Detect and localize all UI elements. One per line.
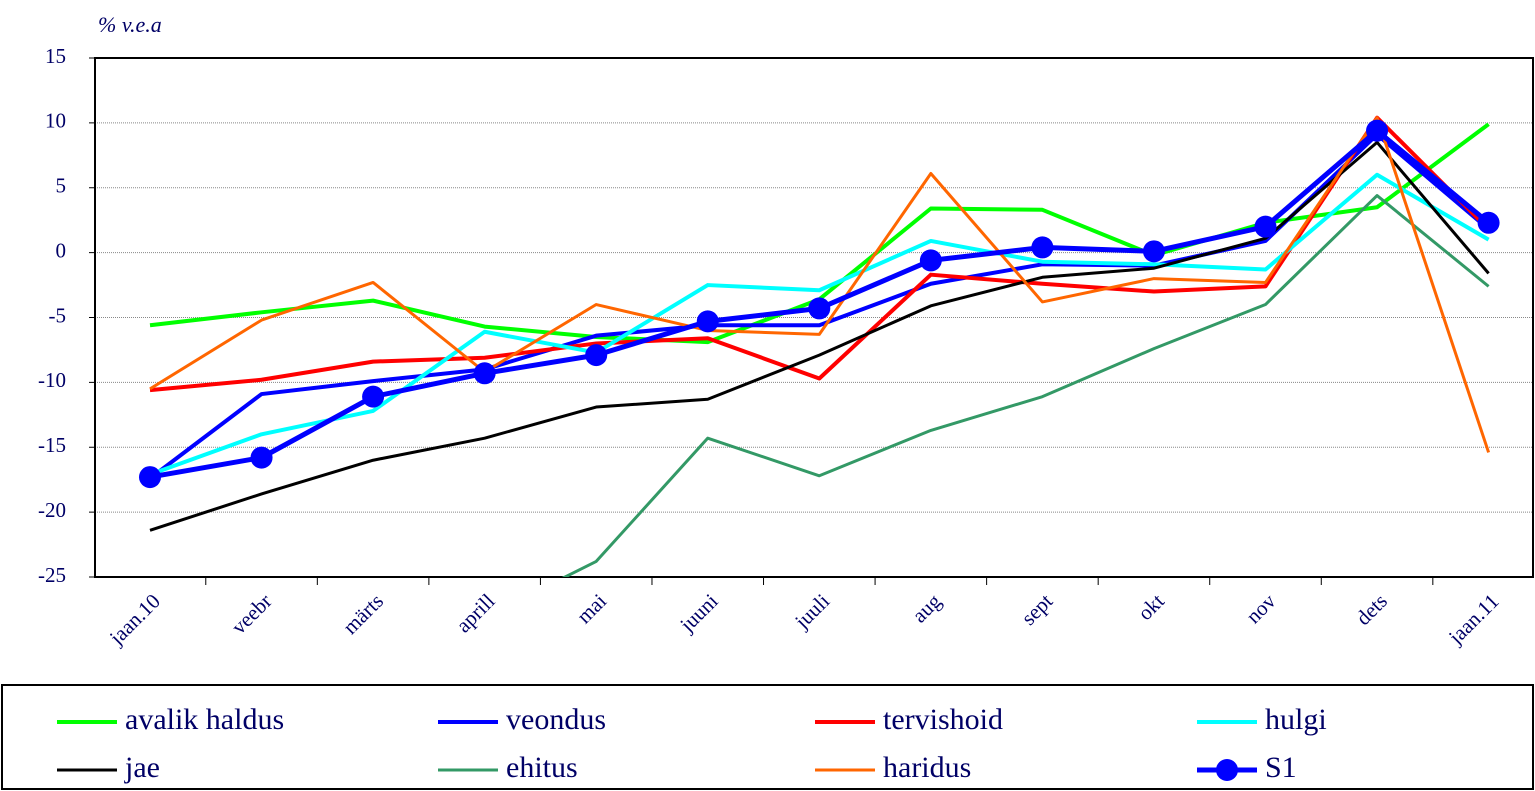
series-line	[149, 116, 1491, 453]
series-marker	[919, 249, 942, 272]
y-tick-label: -25	[38, 563, 66, 587]
x-tick-label: sept	[1016, 589, 1057, 630]
x-tick-label: mai	[572, 589, 611, 628]
x-tick-label: jaan.10	[104, 589, 165, 650]
legend-marker	[1216, 759, 1238, 781]
legend-label: jae	[124, 751, 160, 784]
x-tick-label: aprill	[451, 589, 499, 637]
series-marker	[473, 362, 496, 385]
y-tick-label: 10	[45, 109, 66, 133]
series-line	[148, 132, 1490, 480]
x-tick-label: veebr	[227, 589, 277, 639]
series-marker	[250, 446, 273, 469]
x-tick-label: juuni	[674, 589, 722, 637]
legend-label: haridus	[883, 751, 971, 784]
x-tick-label: jaan.11	[1443, 589, 1503, 649]
legend-label: veondus	[506, 703, 606, 736]
series-marker	[139, 466, 161, 489]
y-tick-label: -20	[38, 498, 66, 522]
y-tick-label: -10	[38, 368, 66, 392]
legend-label: S1	[1265, 751, 1297, 784]
y-axis-label: % v.e.a	[98, 12, 162, 37]
legend-label: tervishoid	[883, 703, 1003, 736]
series-marker	[1366, 119, 1389, 142]
plot-lines	[139, 115, 1500, 577]
x-tick-label: nov	[1241, 589, 1281, 629]
series-marker	[1477, 211, 1500, 234]
y-tick-label: 0	[56, 238, 67, 262]
series-marker	[696, 310, 719, 333]
series-marker	[362, 385, 385, 408]
y-tick-label: -5	[49, 303, 67, 327]
y-tick-label: 15	[45, 44, 66, 68]
x-tick-label: okt	[1133, 589, 1169, 625]
series-marker	[808, 297, 831, 320]
y-tick-label: -15	[38, 433, 66, 457]
series-line	[149, 172, 1490, 477]
x-tick-label: aug	[907, 589, 946, 628]
series-marker	[1031, 236, 1054, 259]
legend-label: hulgi	[1265, 703, 1327, 736]
x-tick-label: juuli	[789, 589, 834, 634]
legend-label: ehitus	[506, 751, 578, 784]
series-line	[561, 194, 1490, 577]
plot-frame	[94, 57, 1534, 578]
y-tick-label: 5	[56, 174, 67, 198]
legend-label: avalik haldus	[125, 703, 284, 736]
legend-box	[1, 684, 1534, 790]
series-marker	[1254, 215, 1277, 238]
series-line	[149, 115, 1491, 393]
series-marker	[585, 344, 608, 367]
series-line	[149, 140, 1490, 532]
series-marker	[1142, 240, 1165, 263]
x-tick-label: märts	[338, 589, 388, 639]
x-tick-label: dets	[1351, 589, 1392, 630]
